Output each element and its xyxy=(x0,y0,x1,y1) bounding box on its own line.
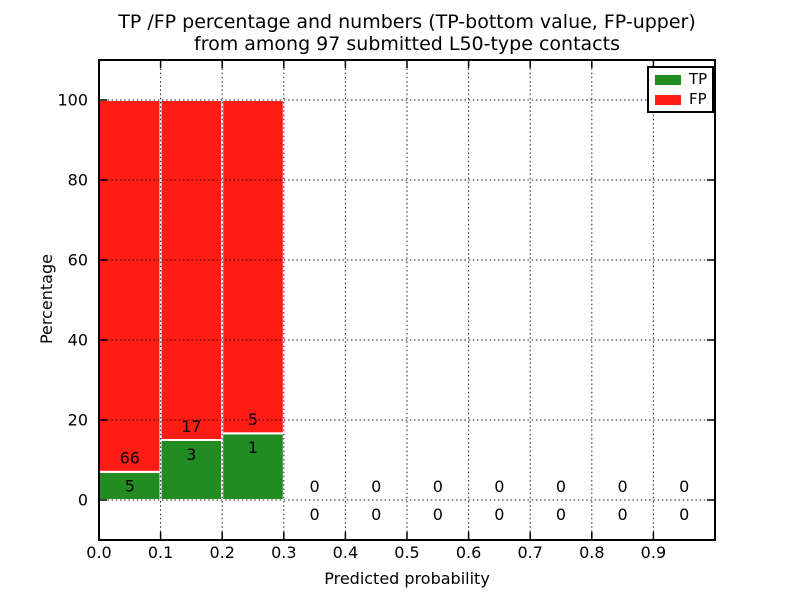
count-label-fp-3: 0 xyxy=(310,477,320,496)
count-label-fp-0: 66 xyxy=(120,449,140,468)
count-label-fp-7: 0 xyxy=(556,477,566,496)
count-label-fp-4: 0 xyxy=(371,477,381,496)
y-axis-label: Percentage xyxy=(37,254,56,345)
count-label-tp-0: 5 xyxy=(125,477,135,496)
y-tick-label-0: 0 xyxy=(78,491,88,510)
count-label-tp-6: 0 xyxy=(494,505,504,524)
y-tick-label-40: 40 xyxy=(68,331,88,350)
count-label-fp-6: 0 xyxy=(494,477,504,496)
legend-item-fp: FP xyxy=(655,90,707,108)
legend: TP FP xyxy=(647,66,714,113)
x-tick-label-0.7: 0.7 xyxy=(517,543,542,562)
count-label-tp-7: 0 xyxy=(556,505,566,524)
count-label-tp-1: 3 xyxy=(186,445,196,464)
chart-title-line2: from among 97 submitted L50-type contact… xyxy=(194,33,620,55)
y-tick-label-60: 60 xyxy=(68,251,88,270)
legend-item-tp: TP xyxy=(655,70,708,88)
x-axis-label: Predicted probability xyxy=(324,569,490,588)
tp-swatch xyxy=(655,74,681,85)
count-label-tp-9: 0 xyxy=(679,505,689,524)
x-tick-label-0.1: 0.1 xyxy=(148,543,173,562)
count-label-tp-5: 0 xyxy=(433,505,443,524)
chart-title: TP /FP percentage and numbers (TP-bottom… xyxy=(99,11,715,55)
count-label-fp-1: 17 xyxy=(181,417,201,436)
bar-fp-1 xyxy=(159,99,224,441)
count-label-tp-3: 0 xyxy=(310,505,320,524)
count-label-tp-8: 0 xyxy=(618,505,628,524)
y-tick-label-80: 80 xyxy=(68,171,88,190)
count-label-fp-5: 0 xyxy=(433,477,443,496)
plot-border xyxy=(98,59,716,541)
x-tick-label-0.8: 0.8 xyxy=(579,543,604,562)
x-tick-label-0.0: 0.0 xyxy=(86,543,111,562)
count-label-fp-9: 0 xyxy=(679,477,689,496)
bar-fp-0 xyxy=(98,99,162,473)
count-label-tp-4: 0 xyxy=(371,505,381,524)
x-tick-label-0.4: 0.4 xyxy=(333,543,358,562)
x-tick-label-0.3: 0.3 xyxy=(271,543,296,562)
y-tick-label-100: 100 xyxy=(57,91,88,110)
legend-label-tp: TP xyxy=(689,70,708,88)
x-tick-label-0.6: 0.6 xyxy=(456,543,481,562)
count-label-fp-8: 0 xyxy=(618,477,628,496)
count-label-fp-2: 5 xyxy=(248,410,258,429)
chart-title-line1: TP /FP percentage and numbers (TP-bottom… xyxy=(118,11,696,33)
y-tick-label-20: 20 xyxy=(68,411,88,430)
legend-label-fp: FP xyxy=(689,90,707,108)
x-tick-label-0.9: 0.9 xyxy=(641,543,666,562)
bar-tp-2 xyxy=(221,432,285,502)
bar-fp-2 xyxy=(221,99,285,435)
fp-swatch xyxy=(655,94,681,105)
count-label-tp-2: 1 xyxy=(248,438,258,457)
x-tick-label-0.2: 0.2 xyxy=(209,543,234,562)
x-tick-label-0.5: 0.5 xyxy=(394,543,419,562)
